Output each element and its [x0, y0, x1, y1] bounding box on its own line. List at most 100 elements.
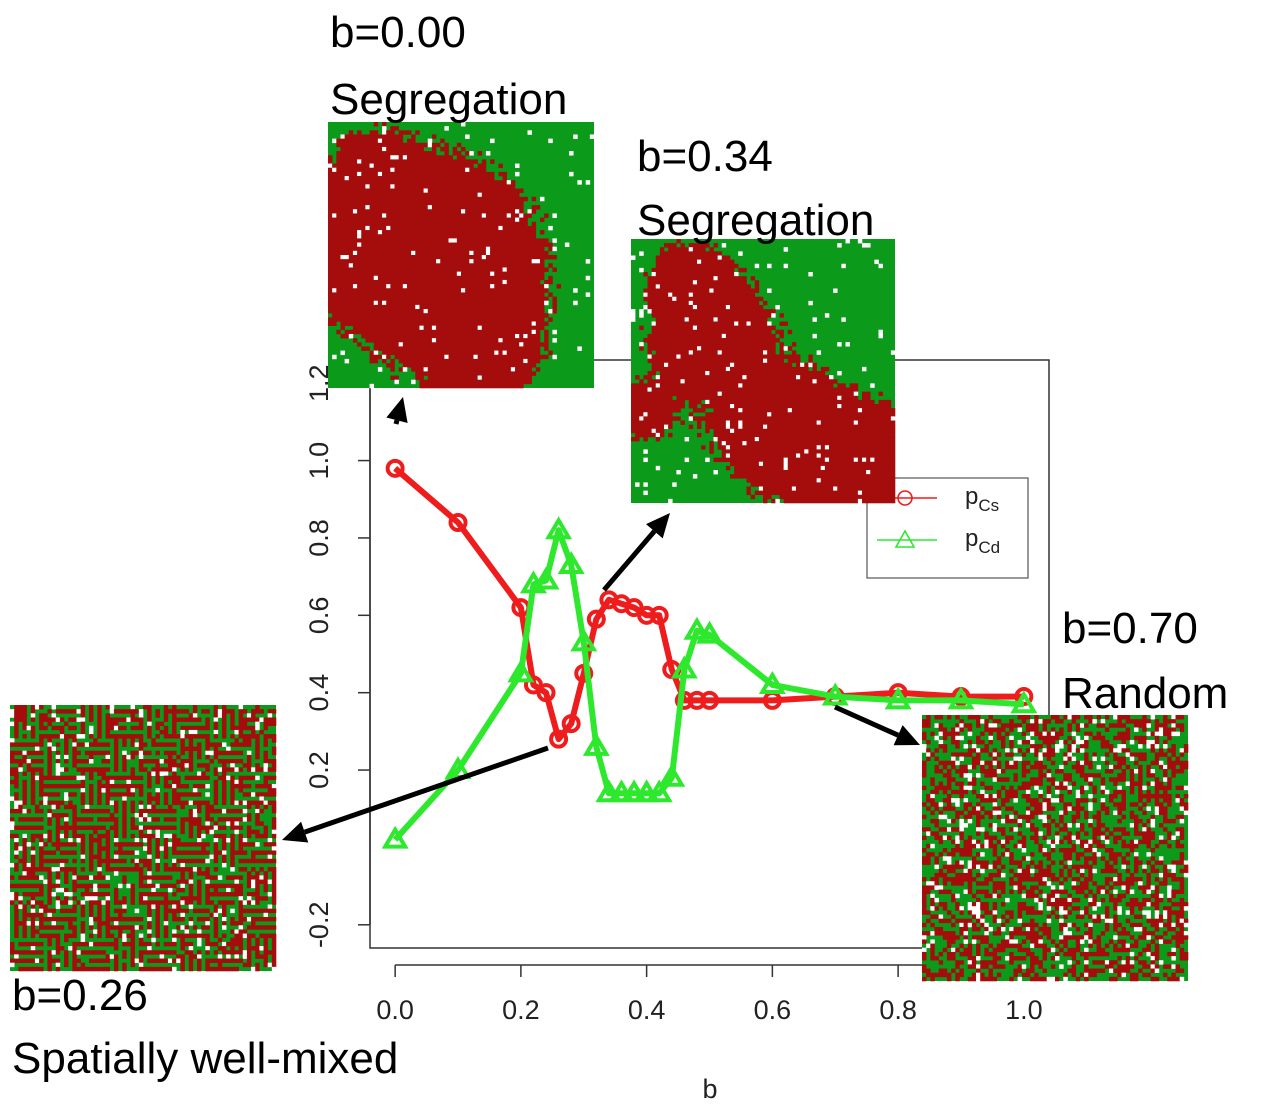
lattice-cell [14, 867, 19, 872]
lattice-cell [1067, 960, 1072, 965]
lattice-cell [866, 470, 871, 475]
lattice-cell [1030, 943, 1035, 949]
lattice-cell [1030, 748, 1035, 753]
lattice-cell [967, 960, 973, 965]
lattice-cell [1150, 760, 1160, 766]
lattice-cell [176, 958, 181, 963]
lattice-cell [221, 734, 227, 739]
lattice-cell [1113, 802, 1126, 807]
lattice-cell [942, 877, 977, 882]
lattice-cell [386, 363, 395, 368]
lattice-cell [742, 441, 747, 446]
lattice-cell [151, 937, 156, 943]
lattice-cell [1096, 947, 1106, 953]
lattice-cell [251, 883, 256, 889]
lattice-cell [64, 721, 69, 727]
lattice-cell [1075, 760, 1081, 766]
lattice-cell [205, 875, 219, 880]
lattice-cell [938, 960, 944, 965]
lattice-cell [1067, 947, 1081, 953]
lattice-cell [730, 424, 739, 430]
lattice-cell [238, 908, 277, 914]
lattice-cell [1059, 818, 1064, 824]
lattice-cell [122, 950, 127, 955]
lattice-cell [1150, 922, 1160, 928]
lattice-cell [59, 908, 77, 914]
lattice-cell [1109, 798, 1114, 803]
lattice-cell [238, 842, 256, 847]
lattice-cell [205, 896, 210, 901]
lattice-cell [230, 800, 235, 806]
lattice-cell [230, 713, 235, 718]
lattice-cell [539, 259, 545, 264]
lattice-cell [1034, 897, 1039, 903]
lattice-cell [427, 142, 433, 148]
lattice-cell [18, 875, 40, 880]
lattice-cell [1017, 739, 1023, 745]
lattice-cell [188, 750, 194, 756]
lattice-cell [647, 333, 723, 339]
lattice-cell [80, 729, 86, 735]
lattice-cell [1063, 935, 1085, 940]
lattice-cell [1034, 972, 1039, 978]
lattice-cell [1030, 744, 1043, 749]
lattice-cell [862, 391, 871, 397]
lattice-cell [519, 342, 524, 347]
lattice-cell [1055, 839, 1060, 845]
lattice-cell [1050, 897, 1056, 903]
lattice-cell [758, 486, 764, 491]
lattice-cell [651, 366, 727, 372]
lattice-cell [205, 717, 210, 722]
lattice-cell [47, 754, 52, 760]
lattice-cell [1084, 964, 1089, 969]
lattice-cell [692, 416, 892, 421]
lattice-cell [1025, 810, 1031, 816]
lattice-cell [746, 375, 797, 380]
lattice-cell [1084, 756, 1089, 762]
lattice-cell [1046, 918, 1052, 924]
lattice-cell [1092, 848, 1097, 853]
lattice-cell [147, 879, 152, 885]
lattice-cell [1075, 889, 1085, 895]
lattice-cell [357, 242, 362, 247]
lattice-cell [271, 937, 277, 943]
lattice-cell [934, 735, 939, 741]
lattice-cell [1179, 835, 1185, 840]
lattice-cell [1000, 831, 1006, 836]
lattice-cell [1079, 823, 1085, 828]
lattice-cell [926, 843, 931, 849]
lattice-cell [1154, 956, 1160, 961]
lattice-cell [431, 142, 441, 148]
lattice-cell [1021, 848, 1027, 853]
lattice-cell [113, 800, 119, 806]
lattice-cell [188, 754, 194, 760]
lattice-cell [369, 163, 375, 169]
lattice-cell [1009, 935, 1014, 940]
lattice-cell [1150, 868, 1160, 874]
lattice-cell [1179, 856, 1185, 861]
lattice-cell [996, 926, 1002, 932]
lattice-cell [197, 871, 210, 876]
lattice-cell [47, 771, 52, 776]
lattice-cell [976, 943, 981, 949]
lattice-cell [172, 846, 177, 851]
lattice-cell [255, 813, 260, 818]
lattice-cell [390, 184, 395, 189]
lattice-cell [230, 721, 235, 727]
lattice-cell [251, 879, 256, 885]
lattice-cell [205, 821, 210, 826]
lattice-cell [456, 271, 462, 277]
lattice-cell [1025, 935, 1043, 940]
lattice-cell [1042, 968, 1047, 973]
lattice-cell [1129, 789, 1135, 795]
lattice-cell [230, 825, 244, 830]
lattice-cell [922, 773, 927, 778]
lattice-cell [176, 879, 190, 885]
lattice-cell [423, 309, 429, 314]
lattice-cell [1113, 756, 1126, 762]
lattice-cell [263, 937, 268, 943]
lattice-cell [498, 225, 503, 231]
lattice-cell [39, 862, 44, 868]
lattice-cell [151, 817, 160, 822]
lattice-cell [1059, 860, 1064, 865]
